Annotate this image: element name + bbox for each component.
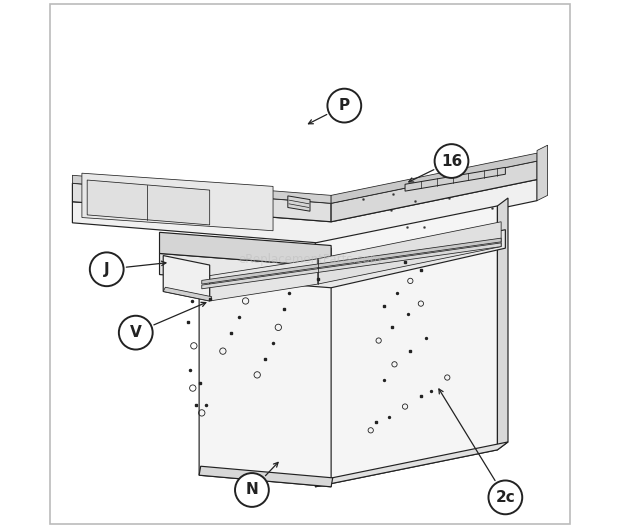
Polygon shape — [159, 230, 505, 288]
Polygon shape — [163, 287, 212, 301]
Circle shape — [435, 144, 468, 178]
Text: 16: 16 — [441, 154, 462, 168]
Circle shape — [489, 480, 522, 514]
Polygon shape — [405, 167, 505, 191]
Polygon shape — [316, 206, 497, 487]
Polygon shape — [73, 180, 537, 244]
Polygon shape — [537, 145, 547, 201]
Polygon shape — [82, 173, 273, 231]
Polygon shape — [202, 238, 501, 284]
Polygon shape — [73, 175, 331, 203]
Polygon shape — [202, 243, 501, 289]
Text: J: J — [104, 262, 110, 277]
Polygon shape — [331, 161, 537, 222]
Polygon shape — [210, 259, 318, 301]
Polygon shape — [288, 196, 310, 211]
Circle shape — [327, 89, 361, 122]
Circle shape — [119, 316, 153, 350]
Polygon shape — [199, 243, 331, 487]
Text: eReplacementParts.com: eReplacementParts.com — [238, 253, 382, 266]
Polygon shape — [159, 232, 331, 267]
Polygon shape — [73, 183, 331, 222]
Polygon shape — [497, 198, 508, 450]
Text: 2c: 2c — [495, 490, 515, 505]
Text: P: P — [339, 98, 350, 113]
Polygon shape — [87, 180, 210, 225]
Text: V: V — [130, 325, 141, 340]
Polygon shape — [318, 222, 501, 284]
Polygon shape — [316, 442, 508, 487]
Circle shape — [90, 252, 123, 286]
Polygon shape — [331, 153, 537, 203]
Polygon shape — [163, 256, 210, 301]
Polygon shape — [199, 466, 333, 487]
Circle shape — [235, 473, 269, 507]
Text: N: N — [246, 483, 259, 497]
